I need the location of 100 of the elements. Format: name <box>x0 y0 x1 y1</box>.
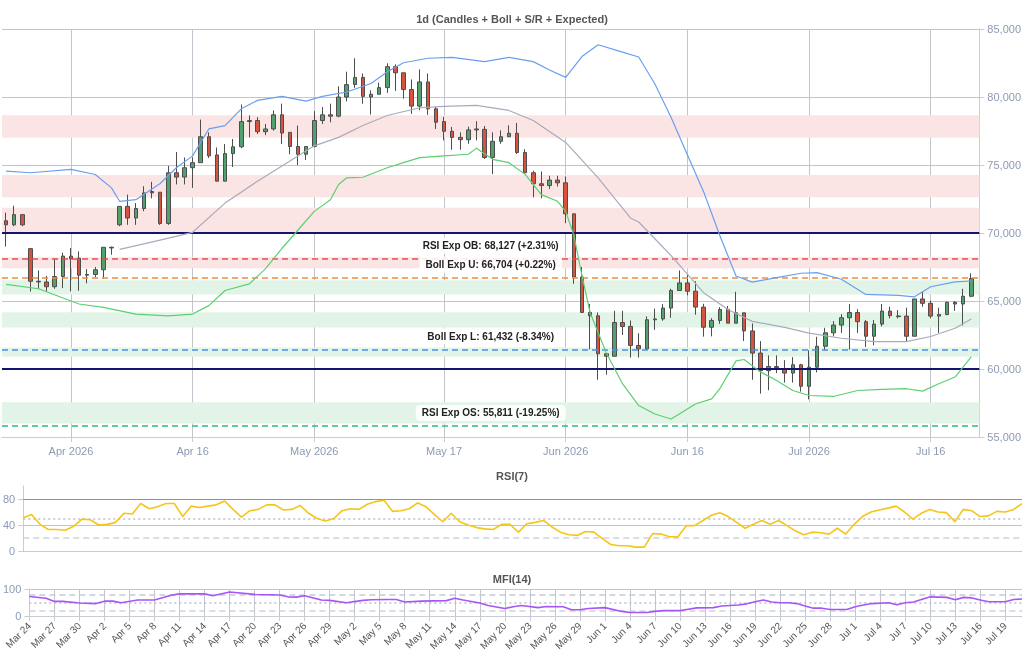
candlestick <box>458 131 463 151</box>
candlestick <box>490 131 495 175</box>
candlestick <box>450 126 454 151</box>
candlestick <box>726 305 730 324</box>
candlestick <box>482 125 487 160</box>
line-series <box>22 499 1023 548</box>
candlestick <box>466 126 471 145</box>
ref-line-label: Boll Exp U: 66,704 (+0.22%) <box>425 259 556 271</box>
x-tick-label: Apr 2 <box>83 619 109 645</box>
candlestick <box>239 103 244 149</box>
candlestick <box>555 175 560 187</box>
candlestick <box>945 301 949 316</box>
candlestick <box>539 170 544 199</box>
y-tick-label: 55,000 <box>987 431 1022 443</box>
line-series <box>5 44 972 298</box>
x-tick-label: Apr 16 <box>176 444 209 457</box>
candlestick <box>101 246 106 280</box>
candlestick <box>531 170 536 198</box>
candlestick <box>401 72 406 100</box>
candlestick <box>12 205 16 227</box>
x-tick-label: Jul 10 <box>907 619 935 647</box>
candlestick <box>612 310 617 357</box>
candlestick <box>255 116 260 135</box>
candlestick <box>369 89 373 116</box>
candlestick <box>44 275 49 292</box>
candlestick <box>361 72 365 105</box>
ref-line-label: RSI Exp OB: 68,127 (+2.31%) <box>422 239 559 251</box>
candlestick <box>393 63 398 92</box>
candlestick <box>247 115 252 138</box>
candlestick <box>547 175 552 190</box>
candlestick <box>758 340 763 395</box>
candlestick <box>198 119 203 164</box>
candlestick <box>417 68 422 111</box>
candlestick <box>742 312 746 342</box>
line-series <box>119 104 972 343</box>
candlestick <box>685 273 690 296</box>
y-tick-label: 80,000 <box>987 91 1022 103</box>
candlestick <box>134 202 138 226</box>
x-tick-label: May 2026 <box>290 444 339 457</box>
candlestick <box>709 317 714 337</box>
x-tick-label: Jul 1 <box>836 619 860 643</box>
candlestick <box>969 272 974 298</box>
candlestick <box>190 157 195 189</box>
candlestick <box>507 124 511 138</box>
candlestick <box>799 363 803 393</box>
x-tick-label: May 17 <box>426 444 463 457</box>
y-tick-label: 0 <box>9 545 16 557</box>
candlestick <box>669 288 673 319</box>
y-tick-label: 60,000 <box>987 363 1022 375</box>
candlestick <box>336 85 341 118</box>
x-tick-label: Jun 4 <box>608 619 635 646</box>
line-series <box>5 147 972 420</box>
y-tick-label: 85,000 <box>987 23 1022 35</box>
candlestick <box>815 336 819 373</box>
candlestick <box>158 191 162 226</box>
candlestick <box>823 327 828 351</box>
candlestick <box>215 146 219 182</box>
y-tick-label: 75,000 <box>987 159 1022 171</box>
candlestick <box>474 120 479 141</box>
candlestick <box>701 303 706 338</box>
candlestick <box>855 308 860 334</box>
candlestick <box>653 308 657 331</box>
candlestick <box>377 82 381 95</box>
x-tick-label: Apr 5 <box>108 619 134 645</box>
y-tick-label: 65,000 <box>987 295 1022 307</box>
candlestick <box>961 288 965 326</box>
x-tick-label: Jun 2026 <box>543 444 589 457</box>
candlestick <box>288 131 292 155</box>
x-tick-label: Jul 7 <box>886 619 910 643</box>
candlestick <box>515 122 519 155</box>
candlestick <box>150 181 154 199</box>
candlestick <box>677 269 682 292</box>
candlestick <box>904 307 909 343</box>
candlestick <box>61 252 65 289</box>
candlestick <box>142 185 146 212</box>
candlestick <box>320 106 325 125</box>
candlestick <box>847 303 852 351</box>
candlestick <box>28 247 33 292</box>
candlestick <box>661 303 665 322</box>
candlestick <box>117 205 122 227</box>
candlestick <box>77 250 81 292</box>
y-tick-label: 0 <box>15 610 22 622</box>
candlestick <box>734 291 738 324</box>
candlestick <box>839 313 844 334</box>
candlestick <box>166 165 171 226</box>
candlestick <box>499 129 503 145</box>
candlestick <box>872 319 876 346</box>
x-tick-label: May 5 <box>356 619 384 648</box>
candlestick <box>182 157 187 185</box>
candlestick <box>207 131 211 159</box>
chart-title: MFI(14) <box>492 572 532 585</box>
candlestick <box>93 266 98 278</box>
candlestick <box>296 125 300 166</box>
x-tick-label: Jul 19 <box>982 619 1010 647</box>
x-tick-label: Jul 16 <box>957 619 985 647</box>
candlestick <box>344 71 349 102</box>
candlestick <box>718 306 722 325</box>
candlestick <box>888 306 892 319</box>
candlestick <box>109 246 114 256</box>
candlestick <box>864 319 868 348</box>
